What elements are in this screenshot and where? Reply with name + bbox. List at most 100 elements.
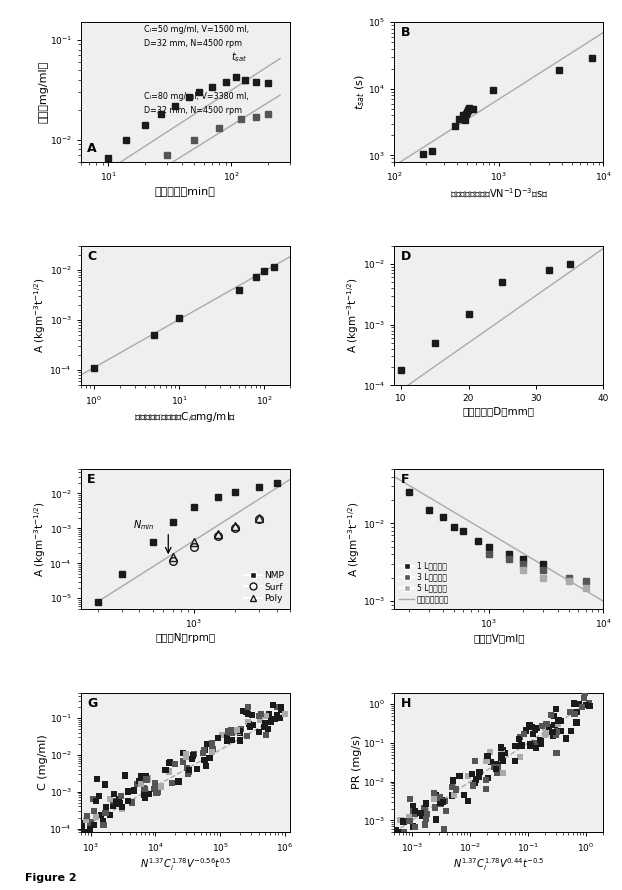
Text: F: F: [401, 473, 409, 486]
NMP: [118, 569, 126, 579]
Point: [245, 719, 255, 733]
Point: [399, 825, 409, 839]
Point: [276, 711, 285, 725]
Point: [429, 786, 439, 800]
Point: [498, 743, 508, 757]
Point: [437, 793, 447, 807]
Surf: [256, 514, 263, 525]
Point: [430, 800, 440, 814]
Poly: [169, 552, 177, 562]
Y-axis label: A (kgm$^{-3}$t$^{-1/2}$): A (kgm$^{-3}$t$^{-1/2}$): [32, 278, 48, 353]
Point: [570, 708, 580, 722]
Point: [227, 733, 237, 748]
Point: [226, 723, 236, 737]
Y-axis label: A (kgm$^{-3}$t$^{-1/2}$): A (kgm$^{-3}$t$^{-1/2}$): [32, 501, 48, 577]
Point: [213, 731, 223, 745]
Point: [569, 696, 579, 710]
Point: [141, 791, 151, 805]
Point: [572, 705, 582, 719]
NMP: [190, 502, 198, 513]
Point: [178, 755, 188, 769]
Point: [431, 788, 441, 802]
Point: [261, 708, 271, 723]
Point: [410, 820, 420, 834]
Point: [242, 729, 252, 743]
Point: [515, 750, 525, 765]
Point: [223, 724, 233, 739]
Point: [149, 781, 159, 796]
Point: [165, 755, 175, 769]
Point: [553, 716, 563, 731]
Point: [248, 717, 258, 732]
Point: [266, 715, 276, 729]
Point: [91, 810, 101, 824]
Point: [117, 800, 127, 814]
Point: [550, 728, 560, 742]
Point: [276, 700, 286, 714]
Text: C: C: [87, 250, 96, 263]
Y-axis label: C (mg/ml): C (mg/ml): [38, 734, 48, 790]
Point: [531, 740, 541, 755]
Point: [579, 691, 589, 705]
Point: [565, 705, 575, 719]
X-axis label: $N^{1.37}C_i^{1.78}V^{0.44}t^{-0.5}$: $N^{1.37}C_i^{1.78}V^{0.44}t^{-0.5}$: [453, 856, 545, 873]
Point: [236, 722, 246, 736]
Point: [549, 708, 559, 723]
Point: [449, 788, 459, 802]
Point: [474, 770, 484, 784]
Point: [433, 791, 443, 805]
Point: [440, 794, 450, 808]
Point: [515, 730, 525, 744]
Point: [491, 762, 501, 776]
Point: [552, 746, 562, 760]
NMP: [169, 517, 177, 528]
X-axis label: グラファイト濃度，C$_i$（mg/ml）: グラファイト濃度，C$_i$（mg/ml）: [134, 409, 236, 424]
Point: [235, 724, 245, 738]
Point: [489, 760, 499, 774]
Point: [208, 741, 218, 756]
NMP: [273, 478, 281, 489]
Point: [167, 776, 177, 790]
Point: [88, 792, 98, 806]
Point: [577, 700, 587, 715]
Point: [200, 753, 210, 767]
Point: [573, 697, 583, 711]
Poly: [256, 513, 263, 523]
Point: [497, 746, 507, 760]
Point: [391, 825, 401, 839]
Point: [156, 780, 166, 794]
Point: [207, 745, 216, 759]
Point: [542, 716, 552, 731]
Point: [244, 717, 254, 732]
Point: [544, 720, 554, 734]
NMP: [149, 537, 156, 547]
Point: [235, 733, 245, 748]
Point: [77, 821, 87, 836]
Point: [101, 799, 111, 813]
Point: [392, 825, 402, 839]
Poly: [231, 521, 239, 531]
Point: [525, 737, 535, 751]
Point: [420, 818, 430, 832]
Point: [519, 727, 529, 741]
Y-axis label: A (kgm$^{-3}$t$^{-1/2}$): A (kgm$^{-3}$t$^{-1/2}$): [346, 278, 361, 353]
NMP: [256, 482, 263, 493]
Point: [150, 776, 160, 790]
Point: [136, 769, 146, 783]
Point: [435, 790, 445, 805]
Point: [117, 802, 127, 816]
Surf: [231, 523, 239, 534]
Point: [492, 758, 502, 773]
Point: [554, 713, 564, 727]
Point: [552, 724, 562, 738]
Point: [123, 784, 133, 798]
X-axis label: 容量，V（ml）: 容量，V（ml）: [473, 633, 524, 643]
Point: [530, 736, 540, 750]
Point: [134, 774, 144, 789]
Surf: [169, 555, 177, 566]
Point: [555, 714, 565, 728]
Point: [108, 794, 118, 808]
Point: [255, 713, 265, 727]
Point: [254, 708, 264, 723]
Text: Figure 2: Figure 2: [25, 873, 77, 883]
